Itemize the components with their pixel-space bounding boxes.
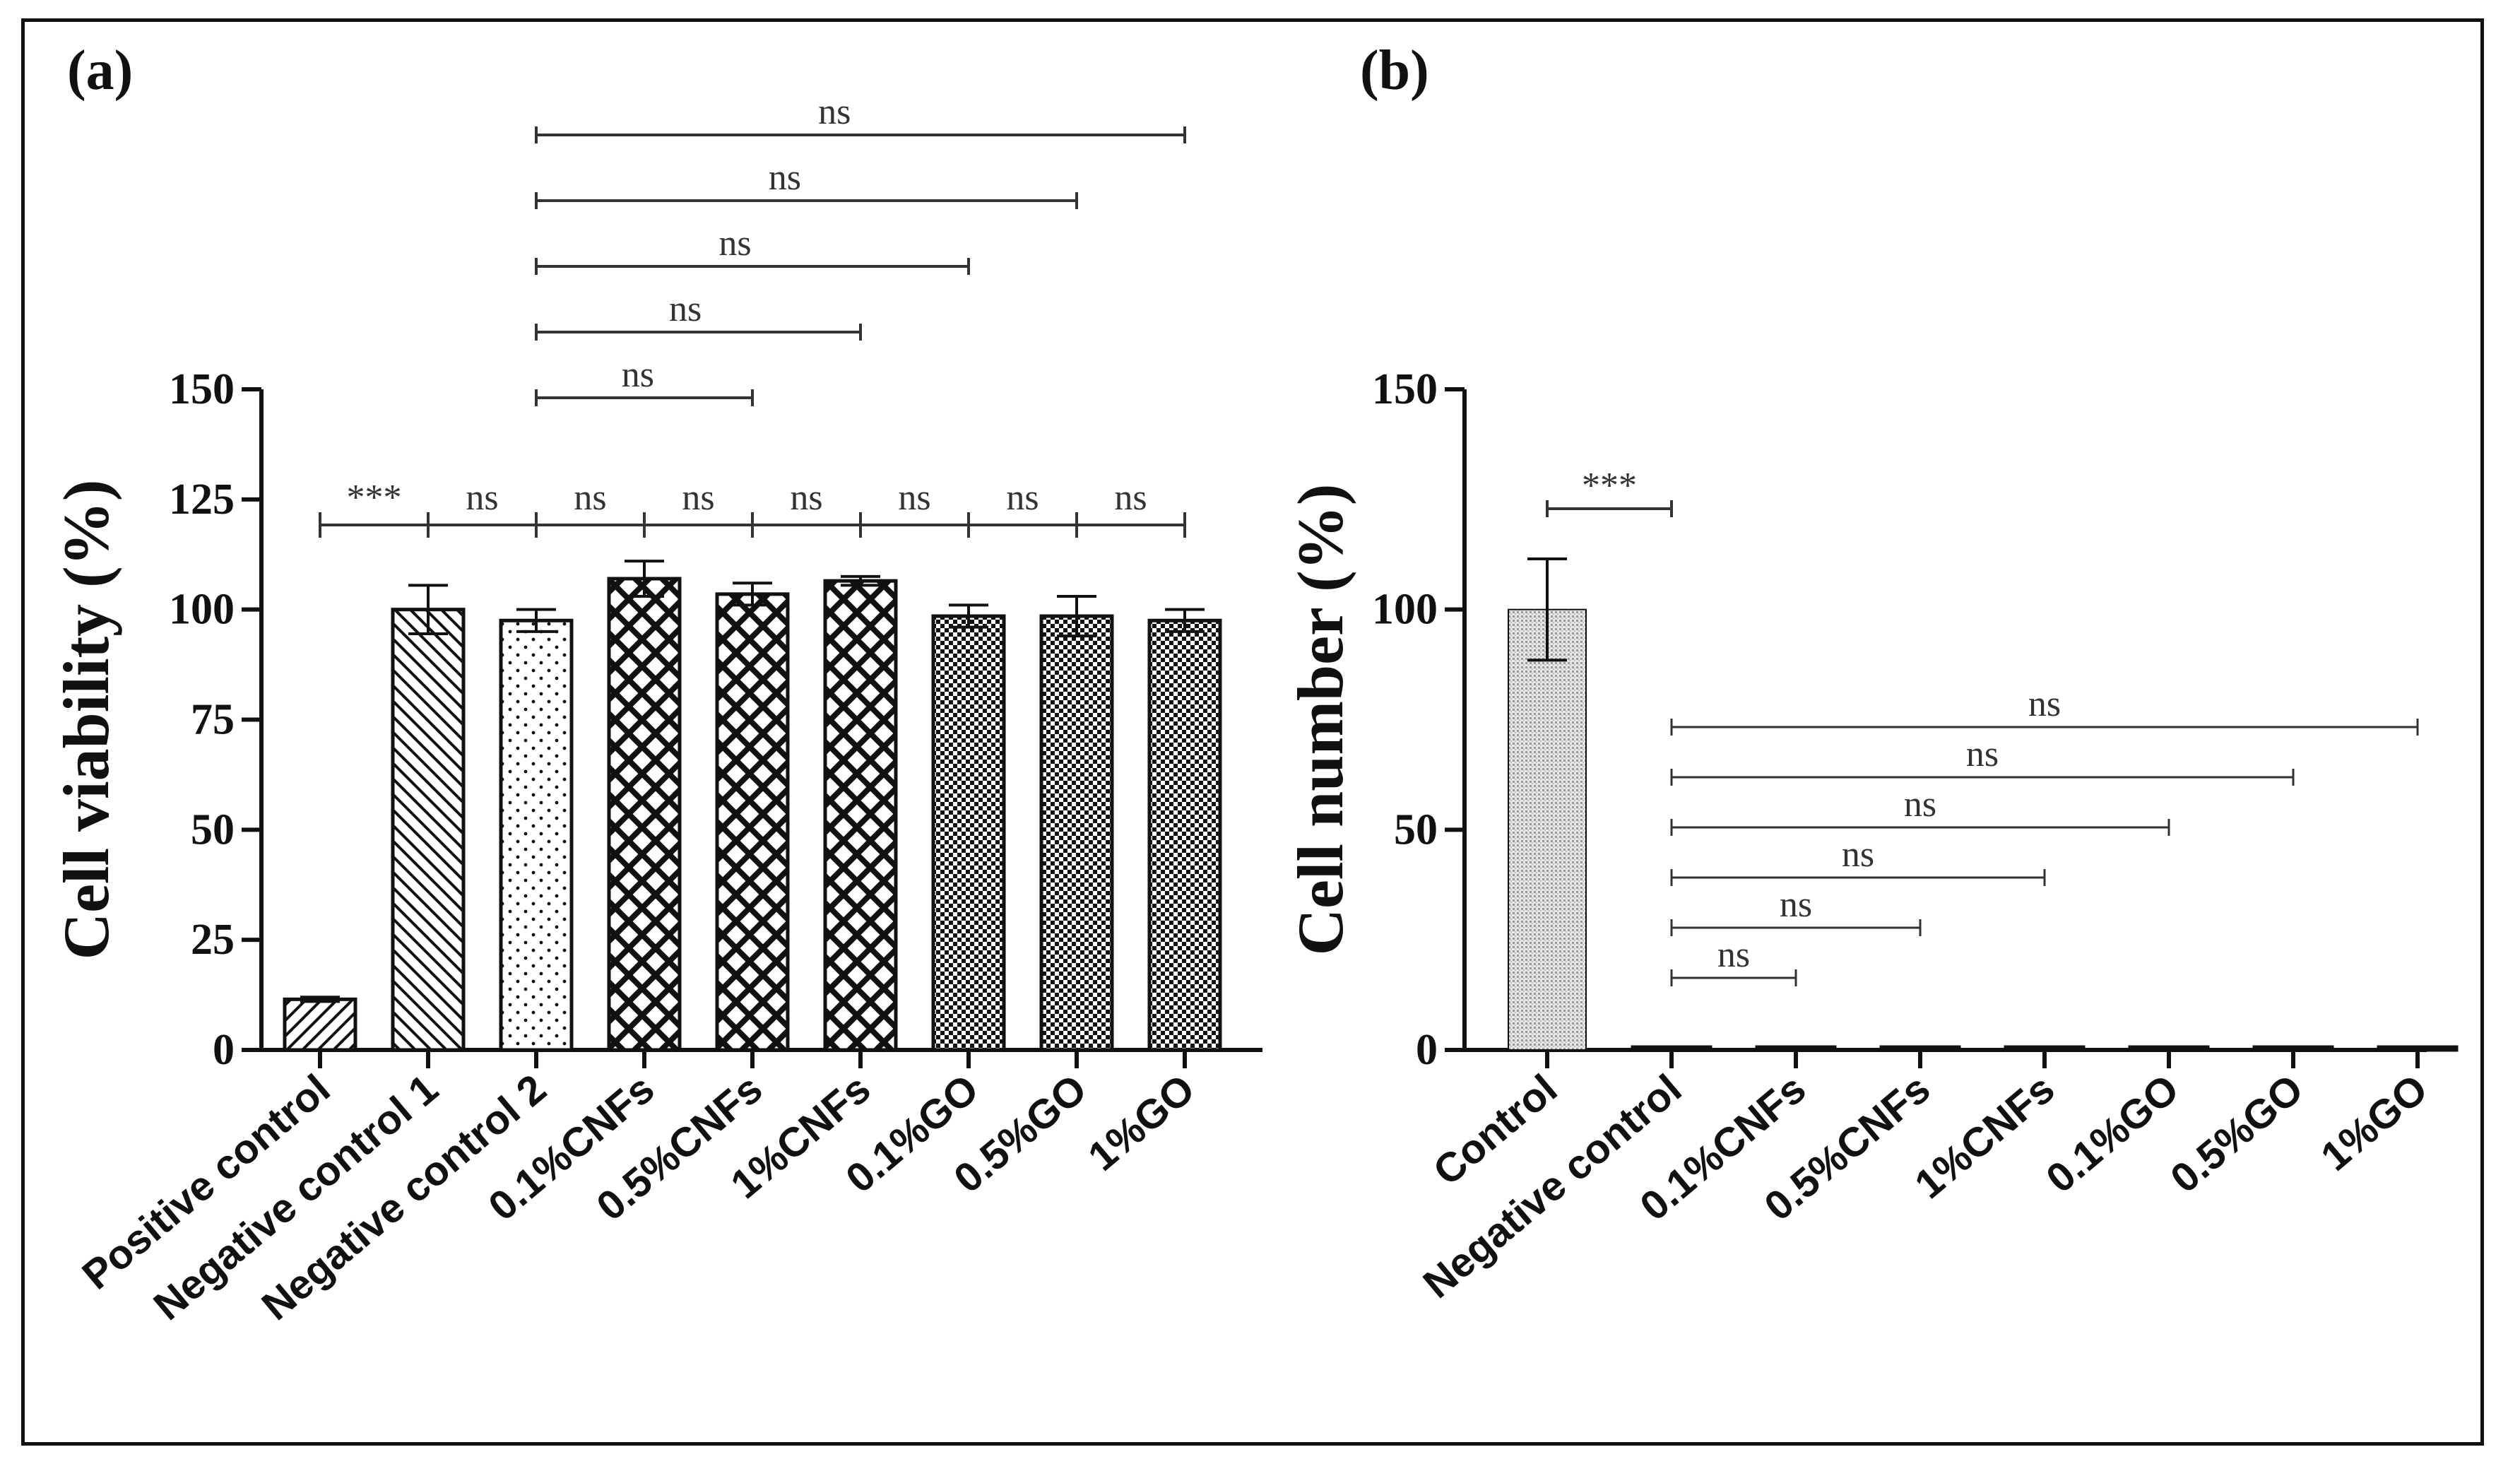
significance-label: ns (466, 478, 498, 518)
bar (1755, 1045, 1837, 1052)
significance-label: ns (898, 478, 930, 518)
y-tick-label: 150 (1372, 365, 1438, 413)
significance-label: ns (790, 478, 822, 518)
significance-label: ns (1006, 478, 1039, 518)
y-tick-label: 25 (191, 916, 235, 964)
significance-label: *** (347, 478, 402, 518)
x-tick-label: 1%CNFs (1906, 1065, 2063, 1208)
chart-canvas: (a)Cell viability (%)0255075100125150Pos… (50, 40, 2459, 1329)
x-tick-label: 1%GO (2312, 1065, 2436, 1180)
bar (715, 592, 790, 1052)
bar (1879, 1045, 1961, 1052)
bar (283, 997, 357, 1052)
y-tick-label: 75 (191, 696, 235, 744)
significance-label: ns (1904, 784, 1936, 825)
y-tick-label: 0 (213, 1026, 235, 1074)
panel-letter: (a) (67, 40, 133, 102)
y-tick-label: 0 (1416, 1026, 1438, 1074)
significance-label: ns (1114, 478, 1147, 518)
bar (607, 577, 682, 1052)
panel-letter: (b) (1360, 40, 1429, 102)
y-tick-label: 50 (191, 805, 235, 854)
panel-a: (a)Cell viability (%)0255075100125150Pos… (50, 40, 1262, 1329)
bar (1631, 1045, 1712, 1052)
x-tick-label: 1%GO (1079, 1065, 1203, 1180)
significance-label: ns (669, 289, 702, 329)
significance-label: *** (1582, 466, 1637, 506)
y-tick-label: 50 (1394, 805, 1438, 854)
bar (2004, 1045, 2086, 1052)
x-tick-label: 0.5%GO (2162, 1065, 2312, 1202)
bar (823, 579, 898, 1052)
bar (931, 614, 1006, 1052)
figure-frame: (a) Cell viability (%) 0 25 50 75 100 125 150 Pos… (21, 18, 2484, 1446)
significance-label: ns (1780, 885, 1812, 925)
y-axis-title: Cell number (%) (1284, 484, 1356, 956)
significance-label: ns (1842, 834, 1874, 875)
significance-label: ns (682, 478, 714, 518)
bar (1508, 608, 1587, 1051)
y-tick-label: 150 (169, 365, 235, 413)
bar (1039, 614, 1114, 1052)
significance-label: ns (1717, 935, 1750, 975)
y-tick-label: 100 (1372, 586, 1438, 634)
bar (2377, 1045, 2459, 1052)
significance-label: ns (769, 158, 801, 198)
bar (2128, 1045, 2210, 1052)
bar (1147, 618, 1222, 1052)
panel-b: (b)Cell number (%)050100150ControlNegati… (1284, 40, 2459, 1307)
x-tick-label: 0.1%GO (2037, 1065, 2187, 1202)
significance-label: ns (2028, 684, 2061, 724)
y-tick-label: 125 (169, 476, 235, 524)
significance-label: ns (1966, 734, 1999, 774)
bar (2252, 1045, 2334, 1052)
significance-label: ns (574, 478, 606, 518)
y-tick-label: 100 (169, 586, 235, 634)
significance-label: ns (622, 355, 654, 395)
bar (499, 618, 574, 1052)
bar (391, 608, 466, 1052)
significance-label: ns (818, 92, 851, 132)
y-axis-title: Cell viability (%) (50, 480, 122, 960)
significance-label: ns (718, 223, 751, 264)
